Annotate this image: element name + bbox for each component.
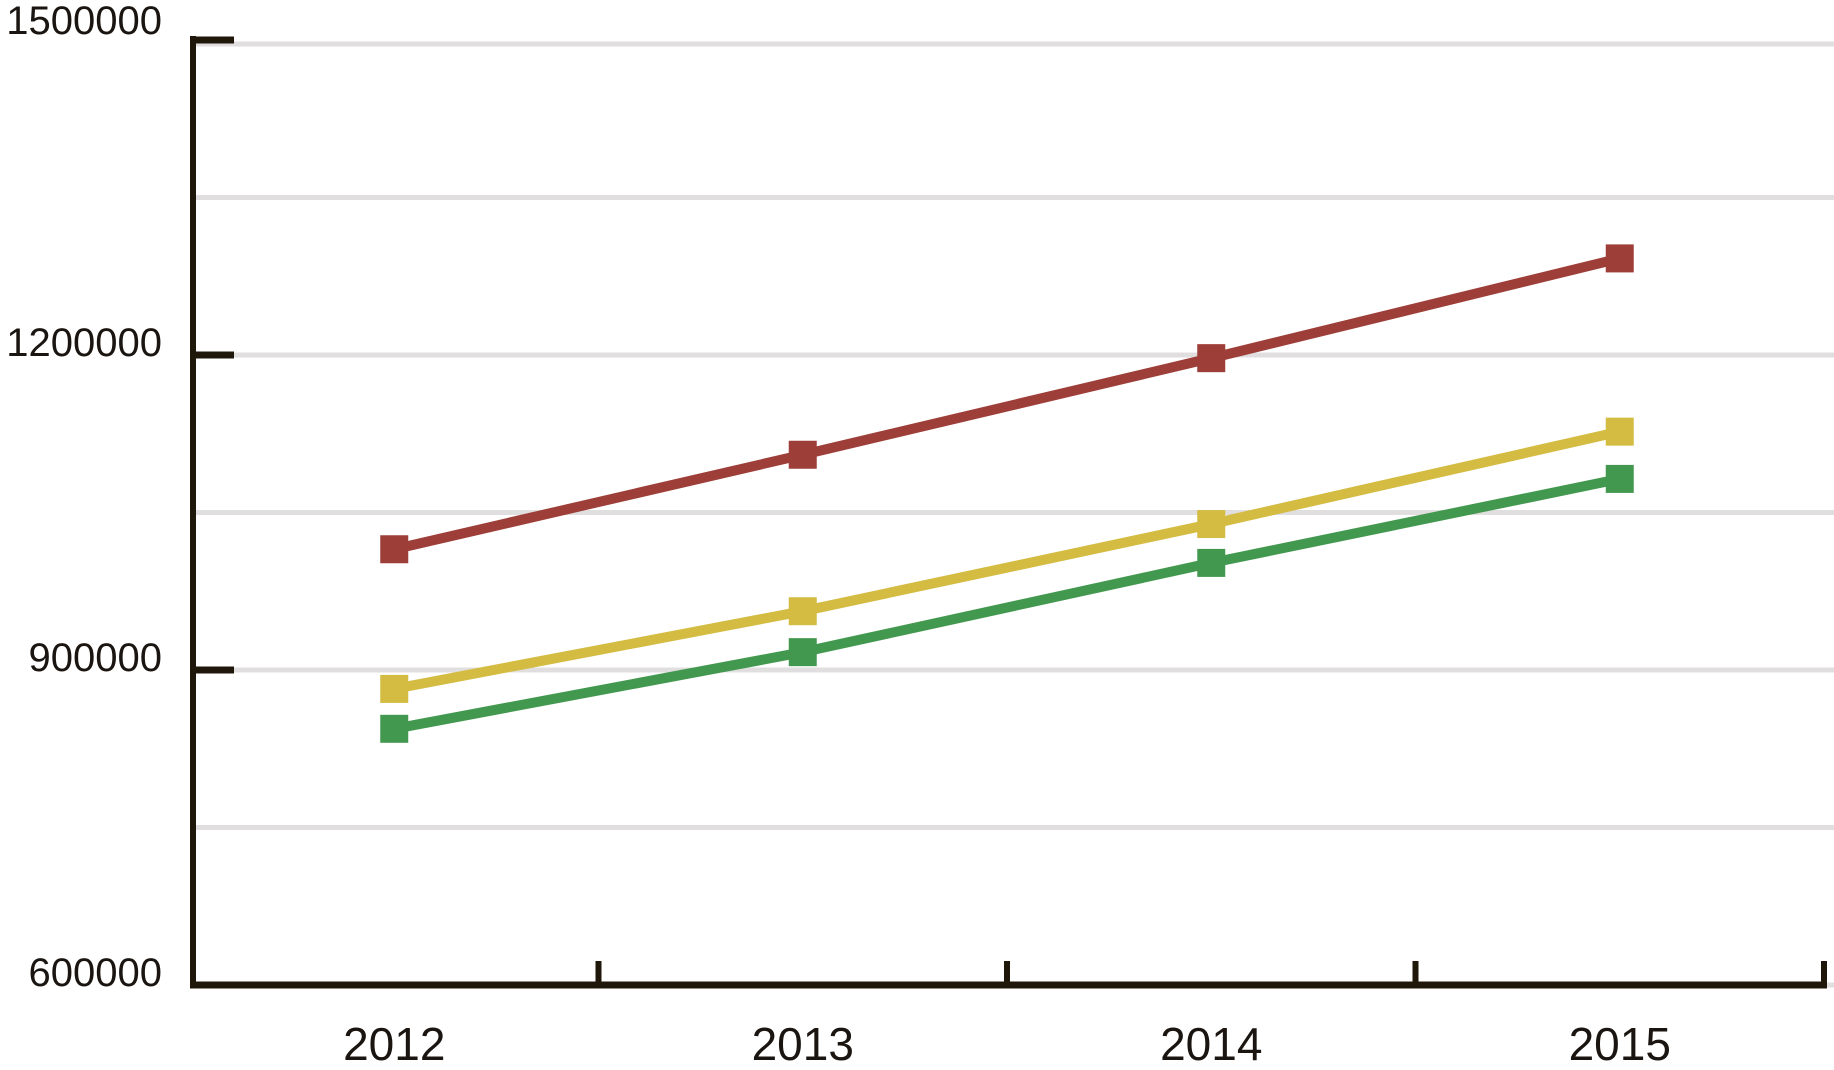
y-tick-label: 1500000 — [6, 0, 162, 43]
series-2-marker — [380, 674, 409, 703]
series-3-marker — [1605, 464, 1634, 493]
series-1-marker — [380, 535, 409, 564]
series-3-marker — [380, 714, 409, 743]
x-category-label: 2014 — [1160, 1018, 1262, 1070]
series-3-marker — [1197, 548, 1226, 577]
series-2-marker — [1605, 417, 1634, 446]
series-1-line — [393, 253, 1621, 555]
y-tick-label: 1200000 — [6, 321, 162, 365]
x-category-label: 2015 — [1569, 1018, 1671, 1070]
series-1-marker — [1197, 344, 1226, 373]
series-3-line — [393, 474, 1621, 734]
x-category-label: 2012 — [343, 1018, 445, 1070]
series-2-marker — [788, 597, 817, 626]
series-1-marker — [788, 440, 817, 469]
series-2-marker — [1197, 510, 1226, 539]
x-category-label: 2013 — [752, 1018, 854, 1070]
y-tick-label: 600000 — [29, 951, 162, 995]
series-1-marker — [1605, 244, 1634, 273]
y-tick-label: 900000 — [29, 636, 162, 680]
series-3-marker — [788, 638, 817, 667]
series-2-line — [393, 426, 1621, 694]
